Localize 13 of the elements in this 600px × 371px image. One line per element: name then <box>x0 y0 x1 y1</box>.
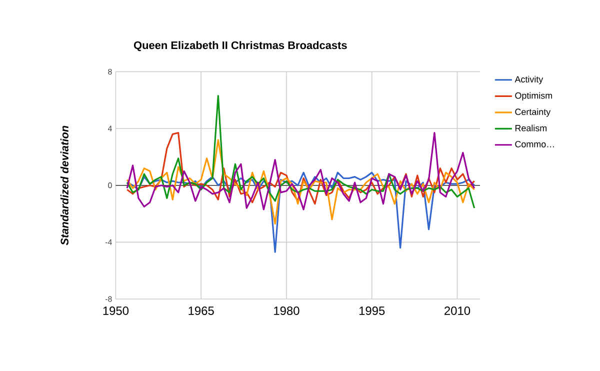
x-tick-label: 1965 <box>188 306 214 315</box>
legend-label: Realism <box>515 124 547 132</box>
legend-label: Commo… <box>515 140 554 148</box>
chart-title: Queen Elizabeth II Christmas Broadcasts <box>134 41 347 52</box>
x-tick-label: 2010 <box>444 306 470 315</box>
legend-label: Certainty <box>515 108 551 117</box>
legend-label: Optimism <box>515 92 552 101</box>
y-axis-title: Standardized deviation <box>60 126 68 246</box>
line-series <box>126 172 476 253</box>
legend-label: Activity <box>514 76 544 84</box>
x-tick-label: 1995 <box>359 306 385 315</box>
x-tick-label: 1950 <box>103 306 129 315</box>
x-tick-label: 1980 <box>274 306 300 315</box>
